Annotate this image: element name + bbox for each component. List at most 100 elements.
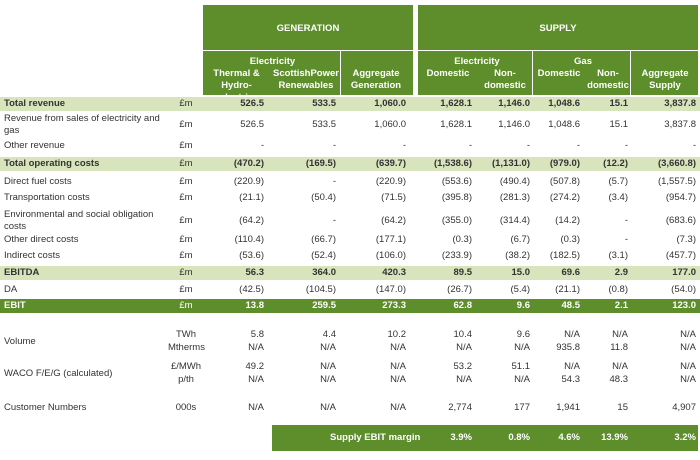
unit: £m [179,250,193,261]
cell: 4,907 [672,402,696,413]
cell: (64.2) [239,215,264,226]
row-label: Other revenue [4,140,65,151]
unit: £m [179,98,193,109]
row-label: WACO F/E/G (calculated) [4,367,113,379]
cell: - [526,140,530,151]
cell: N/A [514,342,530,353]
cell: 123.0 [672,300,696,311]
cell: 3,837.8 [664,119,696,130]
cell: (6.7) [510,234,530,245]
unit: £m [179,215,193,226]
row-label: Environmental and social obligation cost… [4,209,154,232]
row-label: DA [4,284,18,295]
row-label: Total operating costs [4,158,100,169]
cell: (3.1) [608,250,628,261]
unit: £m [179,300,193,311]
cell: - [624,234,628,245]
cell: 526.5 [240,98,264,109]
cell: 1,146.0 [498,98,530,109]
cell: (104.5) [305,284,336,295]
unit: £m [179,234,193,245]
unit: £/MWh [170,361,202,372]
cell: N/A [612,329,628,340]
cell: 526.5 [240,119,264,130]
margin-cell: 0.8% [508,432,530,443]
row-label: Direct fuel costs [4,176,72,187]
cell: (0.3) [560,234,580,245]
row-label: EBIT [4,300,26,311]
cell: (1,131.0) [491,158,530,169]
cell: 2.1 [614,300,628,311]
cell: (54.0) [671,284,696,295]
cell: (979.0) [549,158,580,169]
margin-bar [272,425,698,451]
row-label: Customer Numbers [4,402,87,413]
cell: 420.3 [382,267,406,278]
cell: (233.9) [441,250,472,261]
unit: £m [179,140,193,151]
column-header: Non- domestic [484,68,526,91]
row-label: Indirect costs [4,250,60,261]
cell: - [332,215,336,226]
cell: (314.4) [499,215,530,226]
cell: 273.3 [382,300,406,311]
cell: N/A [390,342,406,353]
cell: N/A [612,361,628,372]
cell: N/A [456,374,472,385]
cell: 11.8 [610,342,628,353]
row-label: Volume [4,335,36,347]
divider [418,50,698,51]
cell: N/A [320,361,336,372]
cell: - [332,176,336,187]
cell: (639.7) [375,158,406,169]
cell: 177.0 [672,267,696,278]
margin-label: Supply EBIT margin [330,432,421,443]
divider [630,51,631,95]
row-label: EBITDA [4,267,40,278]
cell: (683.6) [665,215,696,226]
cell: - [692,140,696,151]
cell: - [624,215,628,226]
cell: (64.2) [381,215,406,226]
row-label: Total revenue [4,98,66,109]
row-label: Transportation costs [4,192,90,203]
cell: 62.8 [453,300,473,311]
cell: - [576,140,580,151]
cell: (0.8) [608,284,628,295]
column-header: Aggregate Generation [350,68,402,91]
cell: N/A [248,342,264,353]
cell: 1,060.0 [374,98,406,109]
cell: 1,941 [556,402,580,413]
cell: 54.3 [561,374,581,385]
cell: N/A [680,329,696,340]
cell: 9.6 [516,329,530,340]
cell: (12.2) [603,158,628,169]
cell: 89.5 [453,267,473,278]
cell: (21.1) [239,192,264,203]
cell: 48.5 [561,300,581,311]
cell: 69.6 [561,267,581,278]
cell: (395.8) [441,192,472,203]
unit: p/th [178,374,194,385]
cell: N/A [320,402,336,413]
cell: (26.7) [447,284,472,295]
cell: (7.3) [676,234,696,245]
cell: (0.3) [452,234,472,245]
cell: N/A [320,374,336,385]
cell: 1,060.0 [374,119,406,130]
cell: (21.1) [555,284,580,295]
cell: (177.1) [375,234,406,245]
column-header: Domestic [426,68,470,79]
row-label: Other direct costs [4,234,79,245]
cell: 51.1 [511,361,531,372]
cell: (220.9) [375,176,406,187]
divider [340,51,341,95]
cell: 364.0 [312,267,336,278]
cell: N/A [680,342,696,353]
cell: (147.0) [375,284,406,295]
unit: £m [179,267,193,278]
margin-cell: 3.9% [450,432,472,443]
divider [532,51,533,95]
divider [203,50,413,51]
cell: (274.2) [549,192,580,203]
